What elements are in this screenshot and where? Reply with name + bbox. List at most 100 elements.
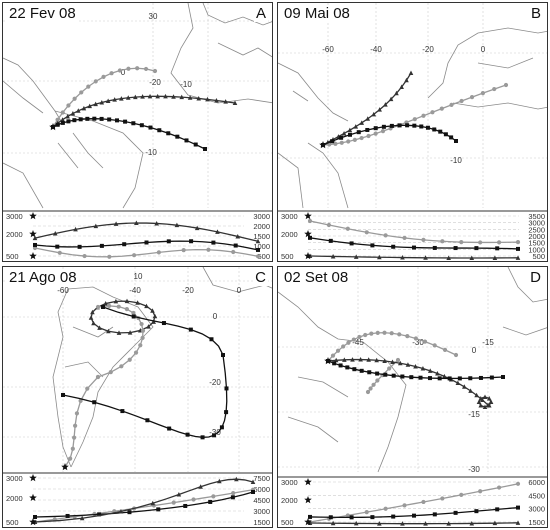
square-marker	[391, 373, 396, 378]
latitude-label: 0	[472, 346, 477, 355]
circle-marker	[156, 250, 161, 255]
triangle-marker	[79, 515, 85, 521]
triangle-marker	[93, 101, 98, 107]
square-marker	[233, 243, 238, 248]
circle-marker	[449, 102, 454, 107]
triangle-marker	[125, 95, 131, 100]
circle-marker	[478, 489, 483, 494]
triangle-marker	[235, 233, 241, 239]
circle-marker	[430, 110, 435, 115]
circle-marker	[346, 139, 351, 144]
africa-coastline	[170, 3, 272, 104]
triangle-marker	[492, 520, 498, 526]
triangle-marker	[469, 255, 475, 260]
triangle-marker	[423, 255, 428, 260]
altitude-right-tick-label: 7500	[253, 474, 270, 483]
longitude-label: 0	[481, 45, 486, 54]
circle-marker	[117, 68, 123, 73]
trajectory-map-a: 300-10-20 -103000200015001000500300020005…	[3, 3, 272, 261]
circle-marker	[421, 237, 426, 242]
altitude-left-tick-label: 500	[6, 518, 19, 527]
latitude-label: -20	[209, 378, 221, 387]
circle-marker	[421, 499, 426, 505]
circle-marker	[57, 250, 62, 255]
triangle-marker	[154, 220, 159, 226]
square-marker	[92, 116, 97, 121]
circle-marker	[365, 389, 371, 395]
panel-date: 09 Mai 08	[282, 5, 352, 22]
circle-marker	[402, 235, 407, 241]
origin-star-icon	[29, 230, 37, 238]
longitude-label: -30	[412, 338, 424, 347]
triangle-marker	[358, 357, 363, 362]
square-marker	[409, 375, 414, 380]
square-marker	[349, 241, 354, 246]
square-marker	[418, 375, 423, 380]
square-marker	[308, 235, 312, 240]
circle-marker	[389, 331, 394, 336]
square-marker	[97, 512, 102, 517]
triangle-marker	[350, 357, 355, 362]
square-marker	[33, 515, 37, 519]
circle-marker	[108, 370, 113, 375]
circle-marker	[515, 240, 521, 245]
triangle-marker	[405, 362, 411, 367]
triangle-marker	[353, 520, 359, 526]
circle-marker	[330, 353, 336, 358]
circle-marker	[364, 230, 369, 235]
square-marker	[193, 142, 198, 147]
square-marker	[209, 337, 214, 342]
latitude-label: 10	[134, 272, 143, 281]
square-marker	[224, 410, 229, 415]
altitude-right-tick-label: 500	[532, 252, 545, 261]
circle-marker	[387, 366, 392, 371]
circle-marker	[402, 503, 407, 508]
circle-marker	[440, 496, 445, 501]
origin-star-icon	[49, 123, 57, 131]
altitude-right-tick-label: 1500	[253, 518, 270, 527]
square-marker	[412, 245, 416, 250]
square-marker	[256, 247, 260, 252]
triangle-marker	[400, 255, 405, 260]
circle-marker	[181, 248, 186, 253]
circle-marker	[116, 304, 121, 309]
square-marker	[339, 135, 344, 140]
square-marker	[99, 116, 104, 121]
triangle-marker	[359, 120, 365, 125]
square-marker	[156, 507, 161, 512]
square-marker	[330, 139, 335, 144]
triangle-marker	[468, 388, 473, 393]
triangle-marker	[196, 96, 202, 101]
south-america-coastline	[278, 142, 349, 209]
circle-marker	[352, 137, 357, 142]
altitude-left-tick-label: 500	[281, 252, 294, 261]
triangle-marker	[492, 255, 498, 260]
altitude-line-gray	[34, 489, 254, 523]
circle-marker	[211, 494, 216, 499]
longitude-label: -60	[322, 45, 334, 54]
circle-marker	[383, 506, 388, 511]
triangle-marker	[377, 254, 382, 260]
square-marker	[432, 245, 437, 250]
triangle-marker	[408, 70, 414, 75]
circle-marker	[371, 382, 376, 387]
triangle-marker	[106, 328, 111, 334]
trajectory-map-c: 10 0 -20 -30 -60 -40 -20 0 7500 6000 4500 3000 1500 3…	[3, 267, 272, 527]
south-america-west-coast	[52, 288, 72, 468]
triangle-marker	[135, 300, 140, 305]
triangle-marker	[394, 90, 399, 96]
circle-marker	[432, 343, 437, 348]
circle-marker	[140, 328, 146, 333]
altitude-left-tick-label: 3000	[281, 212, 298, 221]
triangle-marker	[371, 111, 377, 117]
triangle-marker	[150, 500, 156, 506]
triangle-marker	[486, 395, 492, 401]
circle-marker	[421, 113, 426, 118]
circle-marker	[503, 82, 509, 88]
triangle-marker	[330, 520, 336, 526]
altitude-line-gray	[34, 247, 259, 258]
altitude-right-tick-label: 1500	[528, 239, 545, 248]
latitude-label: -30	[209, 428, 221, 437]
triangle-marker	[223, 99, 228, 104]
circle-marker	[413, 336, 418, 341]
